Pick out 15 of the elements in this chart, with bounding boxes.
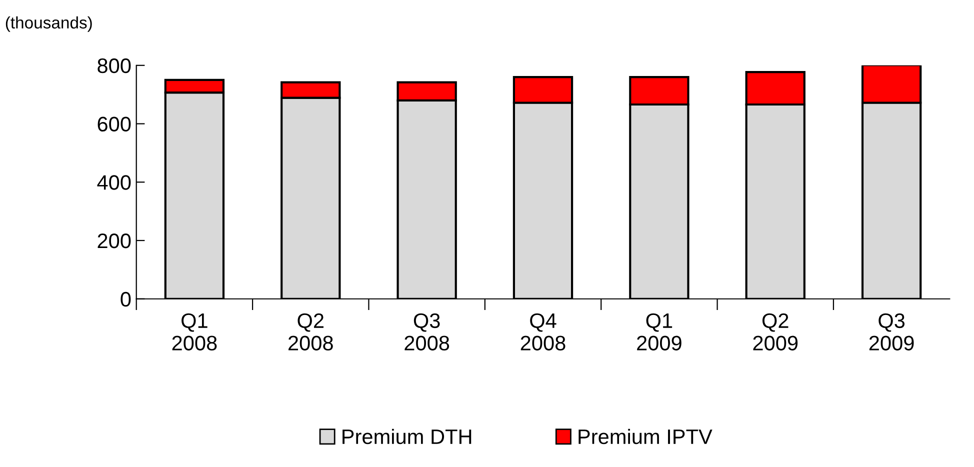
x-tick-label: Q1 2009	[637, 313, 682, 351]
y-tick-label: 800	[98, 58, 131, 74]
x-tick-label: Q1 2008	[172, 313, 217, 351]
y-tick-label: 0	[120, 292, 131, 307]
legend-label: Premium IPTV	[578, 428, 712, 444]
legend-label: Premium DTH	[342, 428, 472, 444]
y-tick-label: 600	[98, 116, 131, 132]
y-tick-label: 400	[97, 175, 131, 190]
x-tick-label: Q3 2009	[869, 313, 914, 351]
x-tick-label: Q2 2008	[288, 313, 333, 351]
y-tick-label: 200	[98, 234, 131, 248]
x-tick-label: Q3 2008	[404, 313, 450, 351]
y-axis-title: (thousands)	[6, 16, 92, 32]
x-tick-label: Q2 2009	[753, 313, 798, 351]
x-tick-label: Q4 2008	[520, 313, 566, 351]
